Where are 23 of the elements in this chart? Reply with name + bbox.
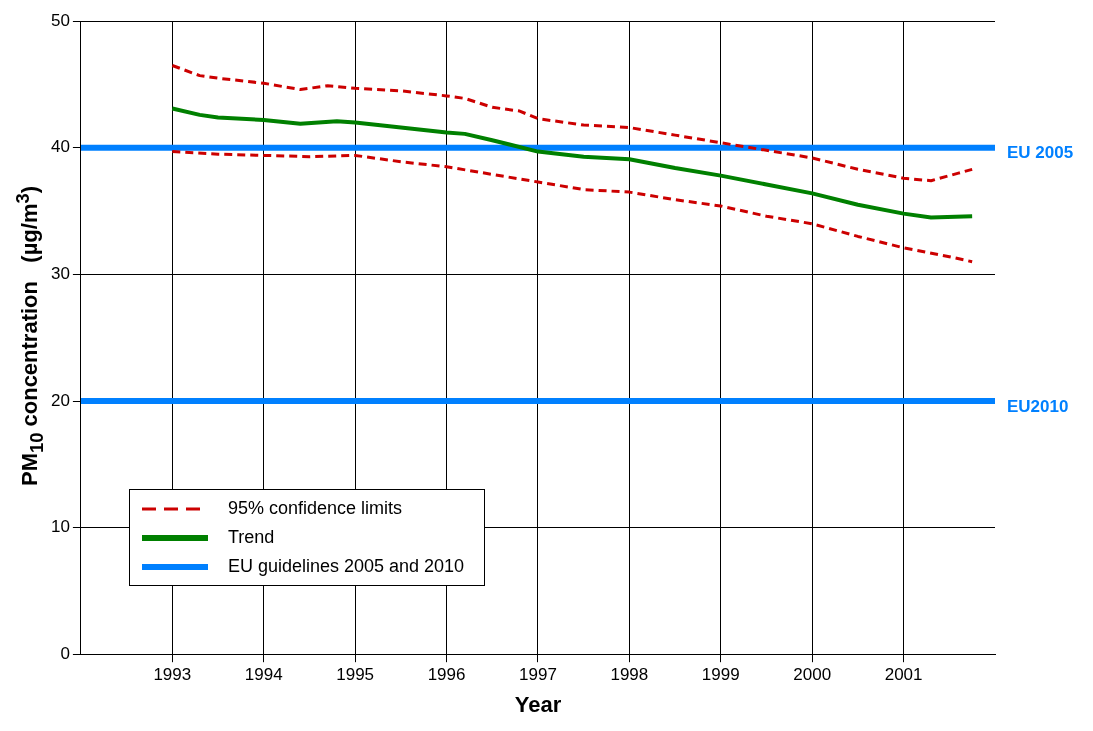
- y-tick-label: 20: [50, 390, 70, 410]
- legend-label: EU guidelines 2005 and 2010: [227, 556, 465, 578]
- y-tick-label: 40: [50, 137, 70, 157]
- x-tick-label: 1996: [427, 665, 466, 685]
- line-series: [170, 150, 974, 264]
- x-tick-label: 1994: [244, 665, 283, 685]
- annotation: EU2010: [1007, 396, 1069, 416]
- legend-label: 95% confidence limits: [227, 498, 402, 520]
- x-tick-label: 1998: [610, 665, 649, 685]
- y-tick-label: 10: [50, 517, 70, 537]
- x-axis-title: Year: [514, 691, 562, 717]
- annotation: EU 2005: [1007, 143, 1074, 163]
- line-series: [170, 64, 974, 183]
- x-tick-label: 1993: [153, 665, 192, 685]
- x-tick-label: 1999: [701, 665, 740, 685]
- x-tick-label: 1997: [519, 665, 557, 685]
- y-tick-label: 50: [50, 10, 70, 30]
- x-tick-label: 2001: [884, 665, 923, 685]
- y-tick-label: 0: [60, 643, 70, 663]
- x-tick-label: 1995: [336, 665, 375, 685]
- x-tick-label: 2000: [793, 665, 832, 685]
- y-tick-label: 30: [50, 264, 70, 284]
- legend-label: Trend: [227, 527, 275, 549]
